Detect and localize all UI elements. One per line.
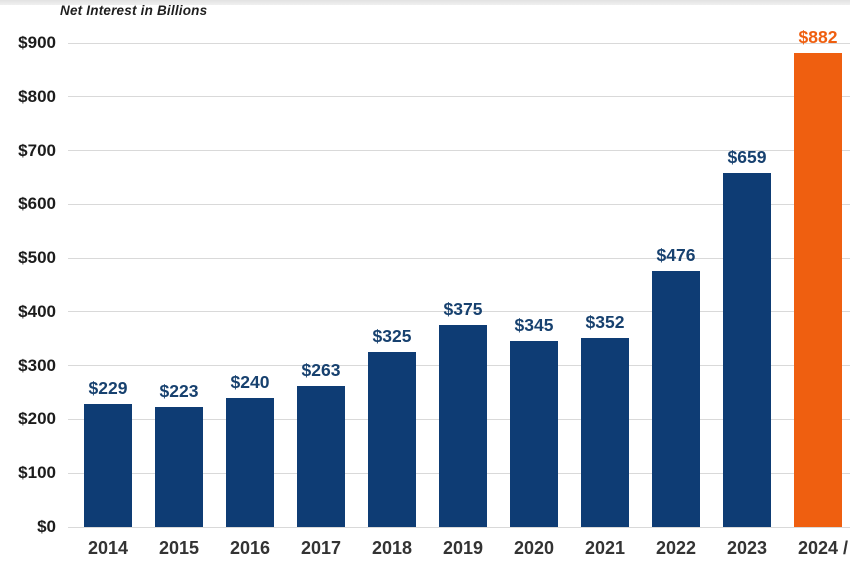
x-tick-label-2016: 2016 bbox=[229, 538, 271, 558]
gridline bbox=[68, 96, 850, 98]
bar-value-label: $476 bbox=[656, 245, 696, 266]
bar-2015 bbox=[155, 407, 203, 527]
bar-value-label: $345 bbox=[514, 315, 554, 336]
bar-2021 bbox=[581, 337, 629, 527]
bar-value-label: $240 bbox=[230, 371, 270, 392]
bar-value-label: $229 bbox=[88, 377, 128, 398]
x-tick-label-2020: 2020 bbox=[513, 538, 555, 558]
gridline bbox=[68, 311, 850, 313]
x-tick-label-2019: 2019 bbox=[442, 538, 484, 558]
bar-value-label: $263 bbox=[301, 359, 341, 380]
bar-value-label: $659 bbox=[727, 146, 767, 167]
bar-2018 bbox=[368, 352, 416, 527]
y-tick-label: $100 bbox=[18, 463, 56, 483]
plot-area: $229 $223 $240 $263 $325 $375 $345 $352 $476 $659… bbox=[68, 27, 850, 528]
bar-value-label: $882 bbox=[798, 26, 838, 47]
x-tick-label-2015: 2015 bbox=[158, 538, 200, 558]
chart-title: Net Interest in Billions bbox=[60, 3, 208, 18]
bar-2017 bbox=[297, 385, 345, 527]
x-tick-label-2018: 2018 bbox=[371, 538, 413, 558]
gridline bbox=[68, 526, 850, 528]
y-tick-label: $800 bbox=[18, 86, 56, 106]
y-tick-label: $300 bbox=[18, 355, 56, 375]
y-tick-label: $700 bbox=[18, 140, 56, 160]
y-tick-label: $500 bbox=[18, 248, 56, 268]
gridline bbox=[68, 203, 850, 205]
x-tick-label-2022: 2022 bbox=[655, 538, 697, 558]
x-tick-label-2014: 2014 bbox=[87, 538, 129, 558]
bar-2023 bbox=[723, 172, 771, 527]
top-border-strip bbox=[0, 0, 850, 5]
bar-2016 bbox=[226, 397, 274, 527]
bar-value-label: $223 bbox=[159, 381, 199, 402]
x-tick-label-2023: 2023 bbox=[726, 538, 768, 558]
bar-2014 bbox=[84, 403, 132, 527]
y-tick-label: $400 bbox=[18, 301, 56, 321]
bar-2024 bbox=[794, 52, 842, 527]
x-tick-label-2024: 2024 bbox=[797, 538, 839, 558]
bar-value-label: $325 bbox=[372, 326, 412, 347]
gridline bbox=[68, 42, 850, 44]
x-tick-label-2021: 2021 bbox=[584, 538, 626, 558]
bar-2019 bbox=[439, 325, 487, 527]
bar-2022 bbox=[652, 271, 700, 527]
y-tick-label: $900 bbox=[18, 33, 56, 52]
x-tick-label-2017: 2017 bbox=[300, 538, 342, 558]
gridline bbox=[68, 150, 850, 152]
y-tick-label: $600 bbox=[18, 194, 56, 214]
x-axis-cutoff-mark: / bbox=[843, 538, 849, 558]
bar-value-label: $375 bbox=[443, 299, 483, 320]
gridline bbox=[68, 257, 850, 259]
y-tick-label: $0 bbox=[37, 517, 56, 536]
bar-2020 bbox=[510, 341, 558, 527]
y-tick-label: $200 bbox=[18, 409, 56, 429]
bar-value-label: $352 bbox=[585, 311, 625, 332]
